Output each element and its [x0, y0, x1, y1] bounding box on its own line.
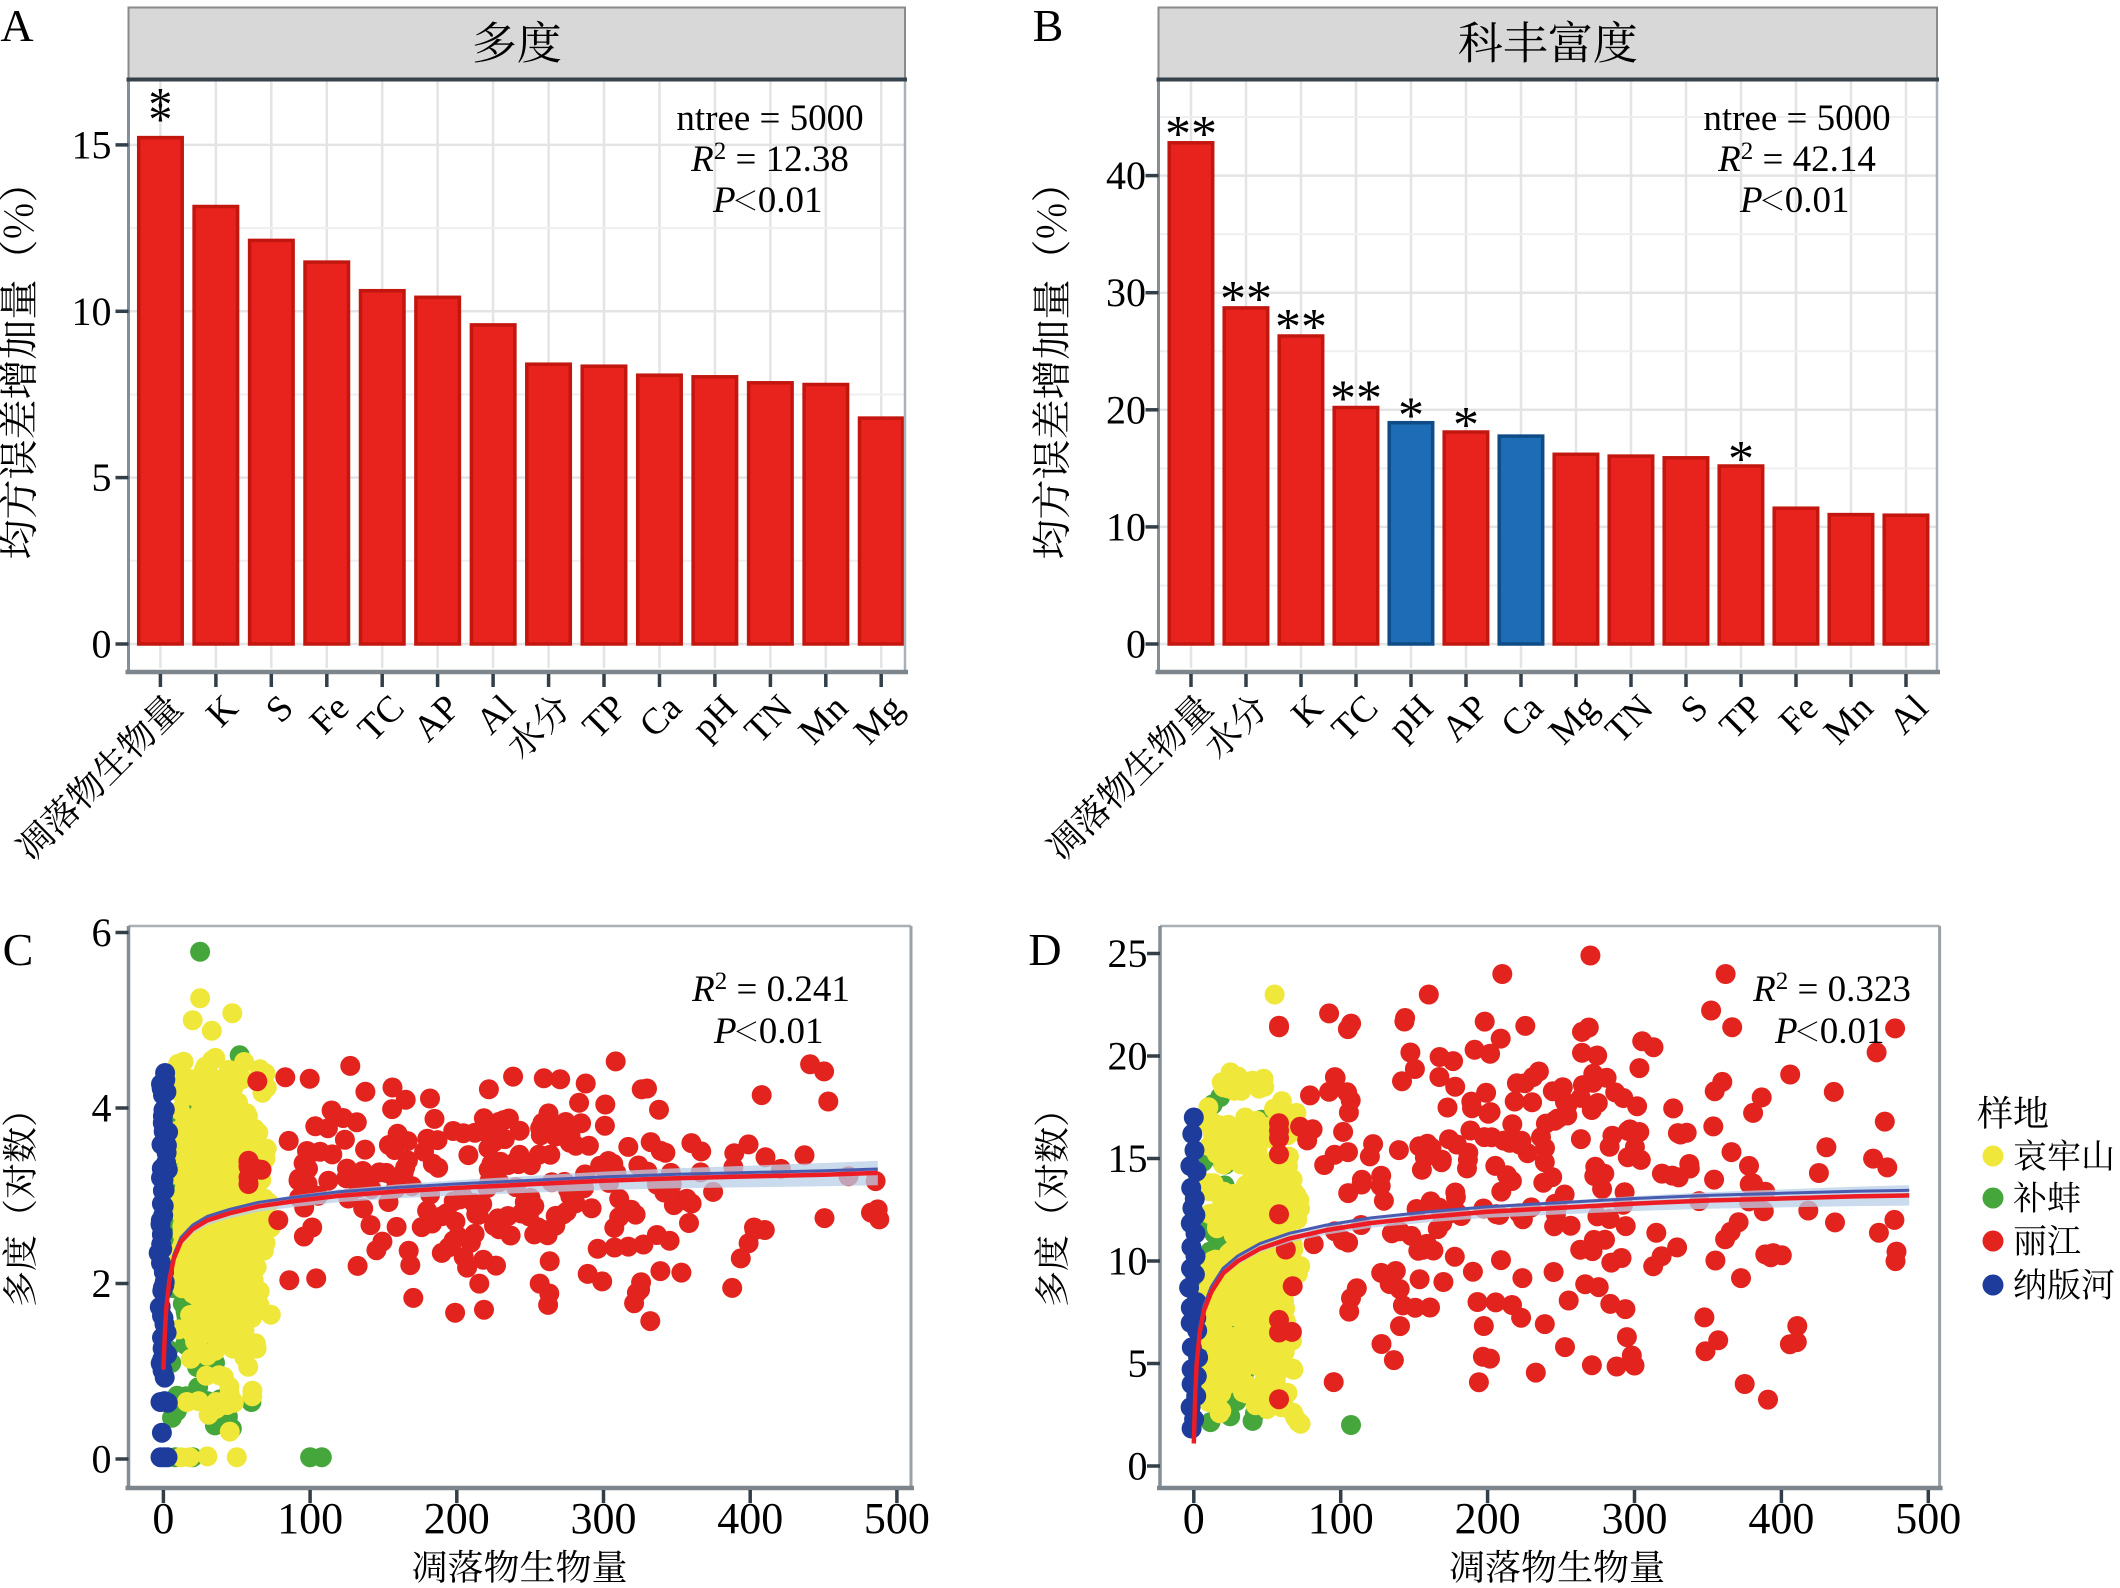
- svg-text:**: **: [1330, 371, 1382, 428]
- svg-text:6: 6: [92, 910, 112, 955]
- svg-text:P: P: [712, 180, 736, 221]
- svg-text:20: 20: [1108, 1034, 1148, 1079]
- svg-text:ntree = 5000: ntree = 5000: [676, 98, 863, 139]
- svg-text:C: C: [3, 924, 34, 975]
- svg-text:15: 15: [1108, 1136, 1148, 1181]
- svg-text:500: 500: [864, 1494, 930, 1543]
- svg-text:40: 40: [1106, 153, 1146, 198]
- svg-text:*: *: [1453, 397, 1479, 454]
- svg-text:100: 100: [277, 1494, 343, 1543]
- svg-text:*: *: [1398, 388, 1424, 445]
- svg-text:**: **: [1275, 299, 1327, 356]
- svg-text:2: 2: [92, 1261, 112, 1306]
- svg-text:*: *: [148, 94, 172, 147]
- svg-text:0: 0: [1128, 1444, 1148, 1489]
- svg-text:5: 5: [92, 455, 112, 500]
- svg-text:0.01: 0.01: [758, 180, 823, 221]
- svg-text:400: 400: [1748, 1494, 1814, 1543]
- svg-text:**: **: [1165, 106, 1217, 163]
- svg-text:B: B: [1033, 0, 1064, 51]
- svg-text:**: **: [1220, 271, 1272, 328]
- svg-text:0: 0: [1183, 1494, 1205, 1543]
- svg-text:A: A: [0, 0, 33, 51]
- svg-text:400: 400: [717, 1494, 783, 1543]
- svg-text:300: 300: [1602, 1494, 1668, 1543]
- svg-text:300: 300: [571, 1494, 637, 1543]
- svg-text:5: 5: [1128, 1341, 1148, 1386]
- svg-text:D: D: [1028, 924, 1061, 975]
- svg-text:R2 = 0.323: R2 = 0.323: [1752, 968, 1911, 1010]
- svg-text:R2 = 12.38: R2 = 12.38: [690, 138, 849, 180]
- svg-text:*: *: [1728, 431, 1754, 488]
- svg-text:P: P: [713, 1011, 737, 1052]
- svg-text:200: 200: [1455, 1494, 1521, 1543]
- svg-text:P: P: [1774, 1011, 1798, 1052]
- svg-text:500: 500: [1895, 1494, 1961, 1543]
- svg-text:0.01: 0.01: [1785, 180, 1850, 221]
- svg-text:25: 25: [1108, 931, 1148, 976]
- svg-text:0: 0: [92, 622, 112, 667]
- svg-text:10: 10: [1106, 504, 1146, 549]
- svg-text:0.01: 0.01: [759, 1011, 824, 1052]
- svg-text:100: 100: [1308, 1494, 1374, 1543]
- svg-text:R2 = 0.241: R2 = 0.241: [691, 968, 850, 1010]
- svg-text:P: P: [1739, 180, 1763, 221]
- svg-text:0: 0: [152, 1494, 174, 1543]
- svg-text:4: 4: [92, 1086, 112, 1131]
- svg-text:ntree = 5000: ntree = 5000: [1703, 98, 1890, 139]
- svg-text:10: 10: [1108, 1239, 1148, 1284]
- svg-text:15: 15: [72, 122, 112, 167]
- svg-text:R2 = 42.14: R2 = 42.14: [1717, 138, 1876, 180]
- svg-text:0: 0: [92, 1437, 112, 1482]
- svg-text:0: 0: [1126, 622, 1146, 667]
- svg-text:0.01: 0.01: [1820, 1011, 1885, 1052]
- svg-text:30: 30: [1106, 270, 1146, 315]
- svg-text:*: *: [148, 79, 172, 132]
- svg-text:10: 10: [72, 289, 112, 334]
- svg-text:20: 20: [1106, 387, 1146, 432]
- svg-text:200: 200: [424, 1494, 490, 1543]
